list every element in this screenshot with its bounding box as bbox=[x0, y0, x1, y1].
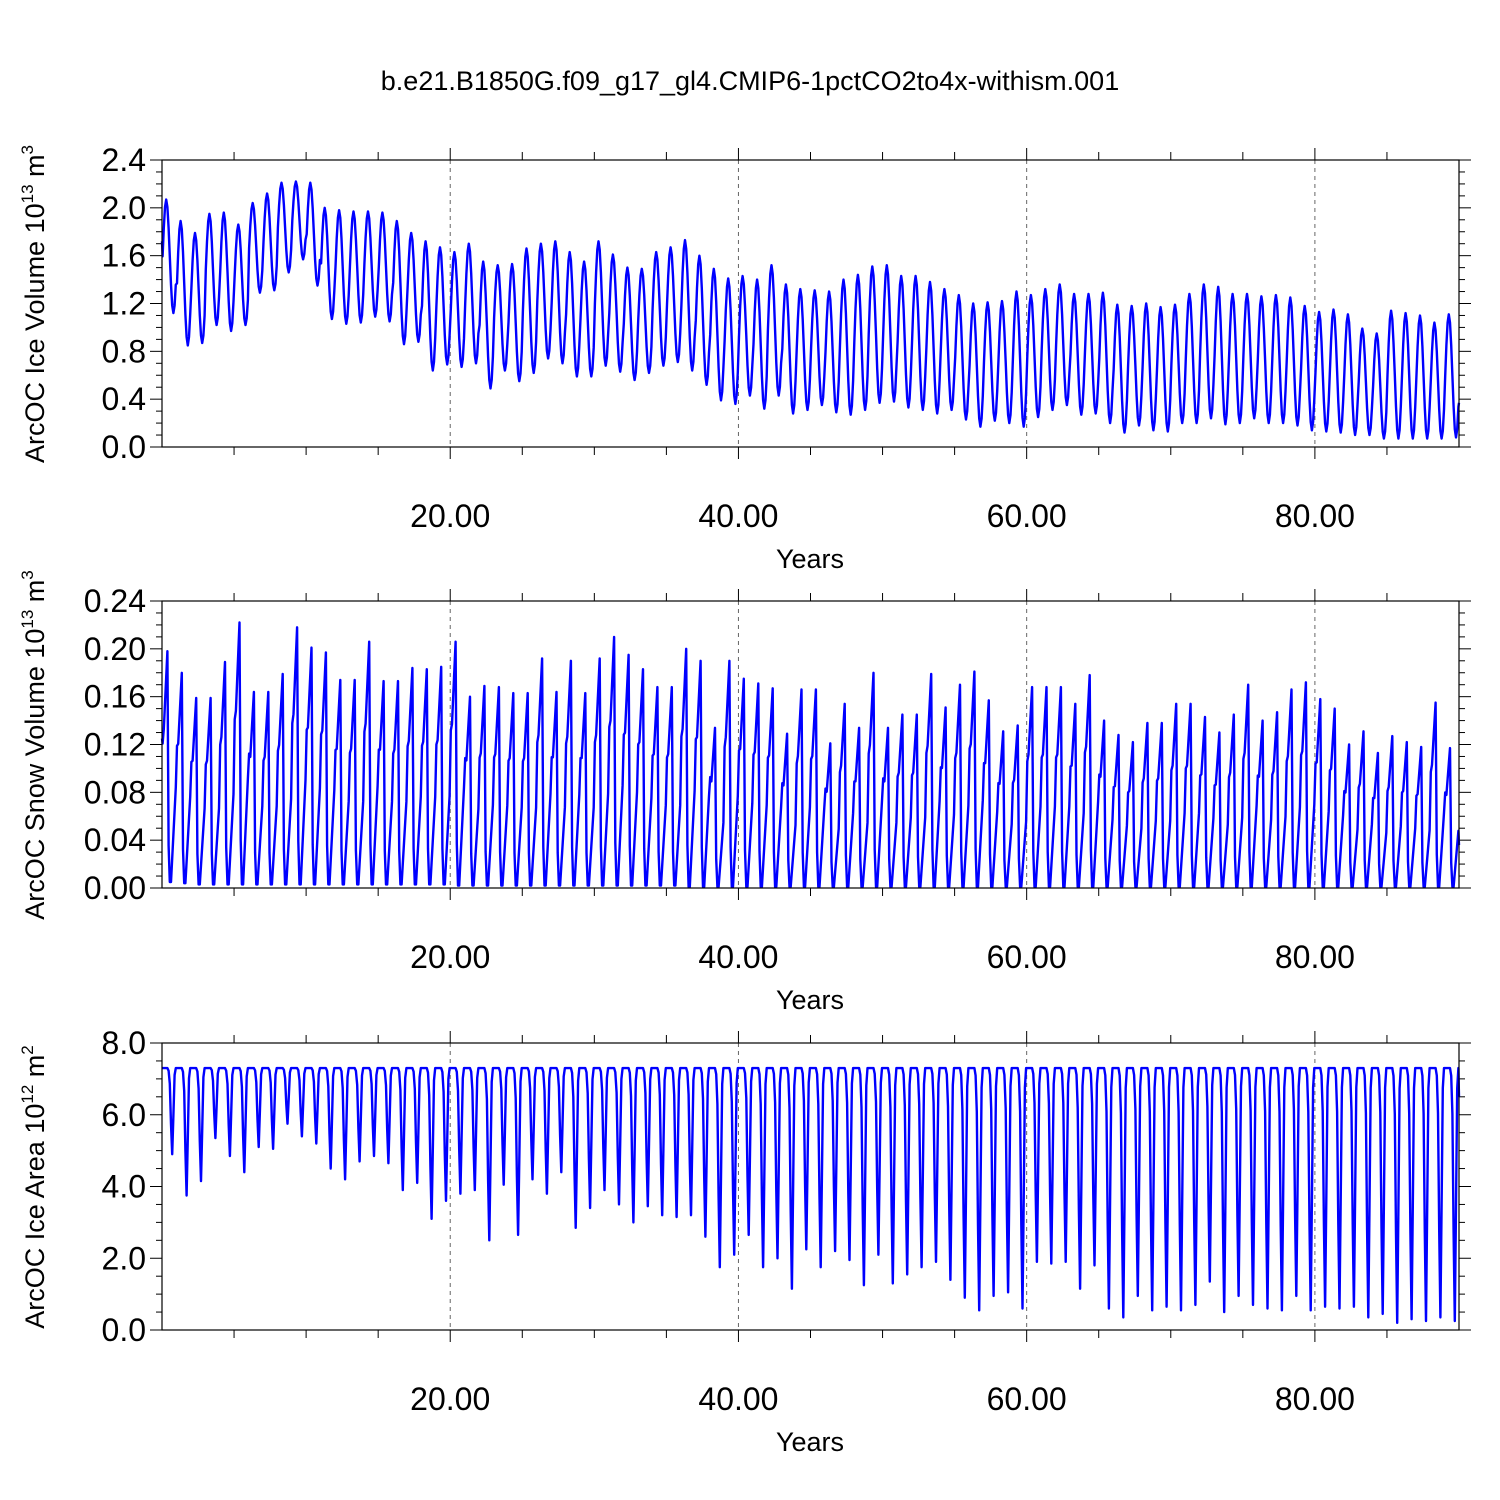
x-tick-label: 60.00 bbox=[987, 498, 1067, 534]
y-tick-label: 0.0 bbox=[102, 1312, 146, 1348]
y-tick-label: 0.8 bbox=[102, 333, 146, 369]
y-tick-label: 0.16 bbox=[84, 679, 146, 715]
panels: 0.0 0.4 0.8 1.2 1.6 2.0 2.4 20.00 40.00 60.00 80.0… bbox=[18, 142, 1471, 1457]
x-tick-label: 40.00 bbox=[698, 939, 778, 975]
x-tick-label: 20.00 bbox=[410, 498, 490, 534]
x-tick-label: 80.00 bbox=[1275, 498, 1355, 534]
y-tick-label: 6.0 bbox=[102, 1097, 146, 1133]
x-tick-label: 80.00 bbox=[1275, 1381, 1355, 1417]
y-tick-label: 2.0 bbox=[102, 190, 146, 226]
panel-2: 0.00 0.04 0.08 0.12 0.16 0.20 0.24 20.00 40.00 60… bbox=[18, 570, 1471, 1015]
y-tick-label: 4.0 bbox=[102, 1169, 146, 1205]
x-tick-label: 80.00 bbox=[1275, 939, 1355, 975]
y-axis-label: ArcOC Ice Volume 1013 m3 bbox=[18, 145, 50, 463]
series-line bbox=[160, 180, 1461, 440]
plot-frame bbox=[161, 159, 1460, 448]
x-tick-label: 40.00 bbox=[698, 1381, 778, 1417]
x-tick-label: 20.00 bbox=[410, 939, 490, 975]
x-tick-label: 60.00 bbox=[987, 1381, 1067, 1417]
y-tick-label: 8.0 bbox=[102, 1025, 146, 1061]
y-tick-label: 0.04 bbox=[84, 822, 146, 858]
y-tick-label: 0.24 bbox=[84, 583, 146, 619]
y-axis-label: ArcOC Snow Volume 1013 m3 bbox=[18, 570, 50, 920]
y-tick-label: 1.6 bbox=[102, 238, 146, 274]
y-tick-label: 0.4 bbox=[102, 381, 146, 417]
y-tick-label: 0.12 bbox=[84, 727, 146, 763]
x-axis-label: Years bbox=[776, 1427, 844, 1457]
y-tick-label: 2.0 bbox=[102, 1240, 146, 1276]
x-axis-label: Years bbox=[776, 985, 844, 1015]
panel-1: 0.0 0.4 0.8 1.2 1.6 2.0 2.4 20.00 40.00 60.00 80.0… bbox=[18, 142, 1471, 574]
plot-frame bbox=[161, 1042, 1460, 1331]
x-axis-label: Years bbox=[776, 544, 844, 574]
series-line bbox=[161, 1066, 1461, 1324]
x-tick-label: 60.00 bbox=[987, 939, 1067, 975]
figure-title: b.e21.B1850G.f09_g17_gl4.CMIP6-1pctCO2to… bbox=[381, 66, 1119, 96]
y-tick-label: 2.4 bbox=[102, 142, 146, 178]
y-tick-label: 0.20 bbox=[84, 631, 146, 667]
plot-frame bbox=[161, 600, 1460, 889]
x-tick-label: 40.00 bbox=[698, 498, 778, 534]
panel-3: 0.0 2.0 4.0 6.0 8.0 20.00 40.00 60.00 80.00 Years… bbox=[18, 1025, 1471, 1457]
y-tick-label: 0.0 bbox=[102, 429, 146, 465]
y-axis-label: ArcOC Ice Area 1012 m2 bbox=[18, 1045, 50, 1329]
y-tick-label: 0.08 bbox=[84, 774, 146, 810]
y-tick-label: 1.2 bbox=[102, 286, 146, 322]
x-tick-label: 20.00 bbox=[410, 1381, 490, 1417]
y-tick-label: 0.00 bbox=[84, 870, 146, 906]
series-line bbox=[160, 621, 1461, 888]
